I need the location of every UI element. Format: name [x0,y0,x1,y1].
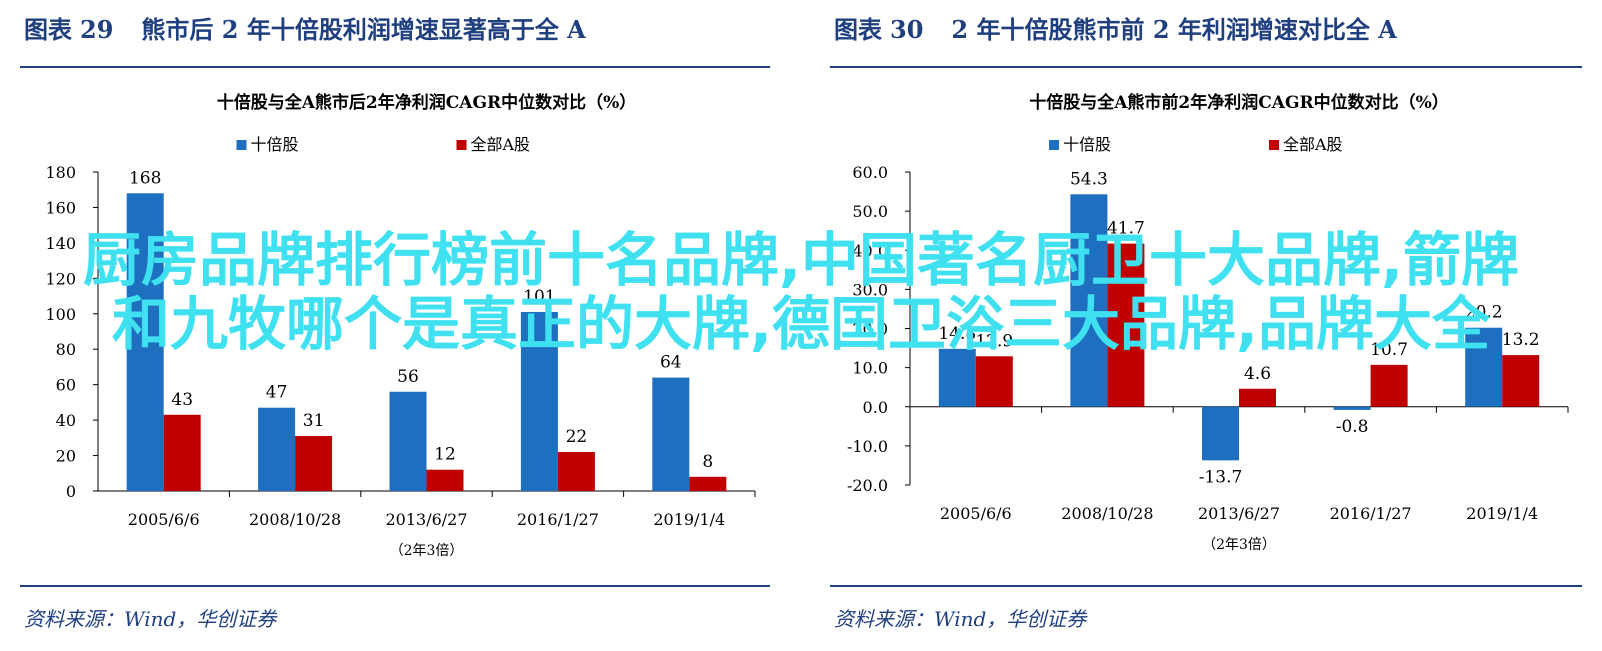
bar-tenbagger [1202,406,1239,461]
x-tick-label: 2019/1/4 [653,510,725,529]
data-label: 12.9 [975,331,1013,351]
y-tick-label: 40 [56,411,76,430]
figure-30-panel: 图表 30 2 年十倍股熊市前 2 年利润增速对比全 A 十倍股与全A熊市前2年净利… [810,0,1602,651]
data-label: 31 [303,411,325,431]
bar-all-a [163,414,201,491]
bar-all-a [1239,388,1276,407]
data-label: 4.6 [1244,364,1271,384]
y-tick-label: 160 [45,198,76,217]
y-tick-label: 0.0 [863,398,888,417]
chart-title: 十倍股与全A熊市前2年净利润CAGR中位数对比（%） [1029,92,1449,113]
y-tick-label: 20.0 [852,320,888,339]
figure-label: 图表 [24,15,72,44]
data-label: -13.7 [1199,467,1243,487]
y-tick-label: -20.0 [847,476,888,495]
bar-tenbagger [938,348,976,407]
figure-label: 图表 [834,15,882,44]
y-tick-label: 0 [66,482,76,501]
bar-tenbagger [520,312,558,491]
figure-title: 图表 30 2 年十倍股熊市前 2 年利润增速对比全 A [834,10,1397,45]
legend-label-1: 全部A股 [1283,135,1343,154]
data-label: 56 [397,367,419,387]
data-label: 54.3 [1070,169,1108,189]
legend-swatch-1 [1269,140,1279,150]
x-tick-label: 2019/1/4 [1466,504,1538,523]
source-note: 资料来源：Wind，华创证券 [834,607,1087,631]
y-tick-label: -10.0 [847,437,888,456]
figure-title: 图表 29 熊市后 2 年十倍股利润增速显著高于全 A [24,10,586,45]
bar-all-a [426,469,464,491]
bar-tenbagger [652,377,690,491]
data-label: 101 [523,287,555,307]
x-tick-label: 2016/1/27 [1330,504,1412,523]
chart-title: 十倍股与全A熊市后2年净利润CAGR中位数对比（%） [217,92,637,113]
data-label: 47 [266,383,288,403]
bar-all-a [1107,243,1145,407]
data-label: 64 [660,353,682,373]
data-label: 13.2 [1502,330,1540,350]
data-label: 168 [129,168,161,188]
legend-swatch-0 [1049,140,1059,150]
figure-number: 30 [890,15,924,44]
title-rule [20,66,770,68]
bar-tenbagger [126,193,164,491]
source-rule [20,585,770,587]
y-tick-label: 20 [56,447,76,466]
legend-swatch-1 [456,140,467,150]
y-tick-label: 180 [45,163,76,182]
y-tick-label: 100 [45,305,76,324]
x-tick-label: 2005/6/6 [940,504,1012,523]
data-label: 12 [434,445,456,465]
x-tick-label: 2008/10/28 [1061,504,1153,523]
data-label: -0.8 [1336,417,1369,437]
bar-tenbagger [258,407,296,491]
source-rule [830,585,1582,587]
legend-swatch-0 [236,140,247,150]
data-label: 22 [566,427,588,447]
y-tick-label: 60 [56,376,76,395]
legend-label-1: 全部A股 [471,135,531,154]
figure-caption: 熊市后 2 年十倍股利润增速显著高于全 A [141,15,586,44]
x-tick-label: 2013/6/27 [1198,504,1280,523]
bar-all-a [1502,355,1540,407]
bar-chart-30: 十倍股与全A熊市前2年净利润CAGR中位数对比（%） 十倍股 全部A股 -20.0 -1… [847,92,1569,553]
bar-all-a [295,436,333,491]
data-label: 20.2 [1465,303,1503,323]
y-tick-label: 80 [56,340,76,359]
bar-all-a [975,356,1013,407]
y-tick-label: 120 [45,269,76,288]
bar-all-a [689,476,727,491]
y-tick-label: 140 [45,234,76,253]
bar-tenbagger [1333,406,1371,410]
bar-tenbagger [1070,194,1108,407]
data-label: 8 [702,452,713,472]
title-rule [830,66,1582,68]
data-label: 10.7 [1370,340,1408,360]
data-label: 14.8 [938,324,976,344]
chart-note: （2年3倍） [1202,537,1276,553]
bar-all-a [557,452,595,491]
legend-label-0: 十倍股 [251,135,299,154]
bar-all-a [1370,364,1408,407]
chart-note: （2年3倍） [390,543,464,559]
y-tick-label: 40.0 [852,241,888,260]
y-tick-label: 30.0 [852,280,888,299]
figure-29-panel: 图表 29 熊市后 2 年十倍股利润增速显著高于全 A 十倍股与全A熊市后2年净利润… [0,0,800,651]
y-tick-label: 50.0 [852,202,888,221]
figure-caption: 2 年十倍股熊市前 2 年利润增速对比全 A [951,15,1397,44]
bar-tenbagger [389,391,427,491]
x-tick-label: 2013/6/27 [385,510,467,529]
x-tick-label: 2005/6/6 [128,510,200,529]
legend-label-0: 十倍股 [1063,135,1111,154]
x-tick-label: 2016/1/27 [517,510,599,529]
x-tick-label: 2008/10/28 [249,510,341,529]
data-label: 41.7 [1107,219,1145,239]
data-label: 43 [171,390,193,410]
source-note: 资料来源：Wind，华创证券 [24,607,277,631]
figure-number: 29 [80,15,114,44]
bar-chart-29: 十倍股与全A熊市后2年净利润CAGR中位数对比（%） 十倍股 全部A股 0 20 40 60… [45,92,756,559]
bar-tenbagger [1465,327,1503,407]
y-tick-label: 10.0 [852,359,888,378]
y-tick-label: 60.0 [852,163,888,182]
